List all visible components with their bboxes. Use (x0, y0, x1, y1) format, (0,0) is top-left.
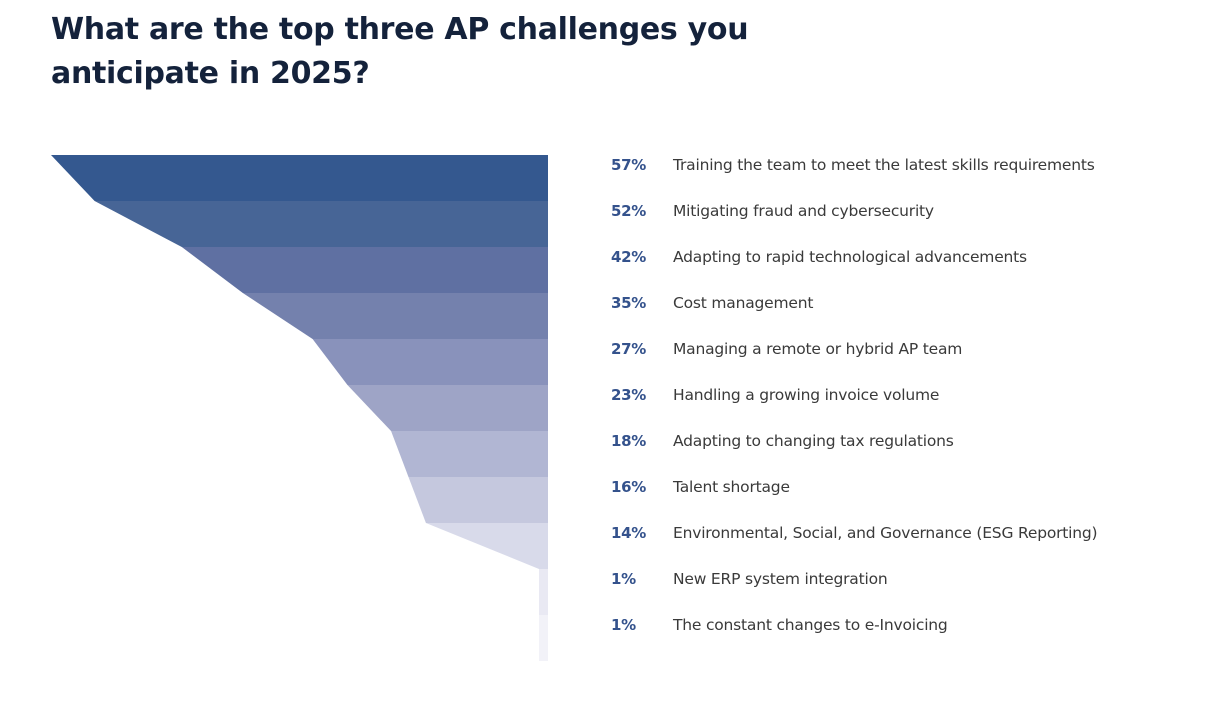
legend-item: 52% Mitigating fraud and cybersecurity (611, 199, 934, 223)
chart-title: What are the top three AP challenges you… (51, 12, 749, 91)
category-label: Cost management (673, 294, 814, 312)
value-label: 16% (611, 478, 647, 496)
legend-item: 23% Handling a growing invoice volume (611, 383, 939, 407)
funnel-band (539, 615, 548, 661)
funnel-band (408, 477, 548, 523)
funnel-band (51, 155, 548, 201)
funnel-band (347, 385, 548, 431)
category-label: The constant changes to e-Invoicing (673, 616, 948, 634)
value-label: 1% (611, 616, 636, 634)
category-label: Environmental, Social, and Governance (E… (673, 524, 1098, 542)
category-label: Handling a growing invoice volume (673, 386, 940, 404)
value-label: 57% (611, 156, 647, 174)
category-label: Managing a remote or hybrid AP team (673, 340, 963, 358)
category-label: Adapting to changing tax regulations (673, 432, 954, 450)
category-label: Mitigating fraud and cybersecurity (673, 202, 934, 220)
funnel-band (312, 339, 548, 385)
value-label: 1% (611, 570, 636, 588)
funnel-band (425, 523, 548, 569)
legend-item: 27% Managing a remote or hybrid AP team (611, 337, 962, 361)
funnel-band (242, 293, 548, 339)
legend-item: 57% Training the team to meet the latest … (611, 153, 1095, 177)
legend-item: 35% Cost management (611, 291, 813, 315)
category-label: Adapting to rapid technological advancem… (673, 248, 1027, 266)
value-label: 35% (611, 294, 647, 312)
legend-item: 16% Talent shortage (611, 475, 790, 499)
category-label: Training the team to meet the latest ski… (673, 156, 1095, 174)
value-label: 18% (611, 432, 647, 450)
value-label: 42% (611, 248, 647, 266)
legend-item: 1% The constant changes to e-Invoicing (611, 613, 948, 637)
category-label: Talent shortage (673, 478, 790, 496)
value-label: 23% (611, 386, 647, 404)
legend-item: 1% New ERP system integration (611, 567, 888, 591)
funnel-band (181, 247, 548, 293)
funnel-band (539, 569, 548, 615)
funnel-band (94, 201, 548, 247)
category-label: New ERP system integration (673, 570, 888, 588)
value-label: 27% (611, 340, 647, 358)
legend-item: 42% Adapting to rapid technological advan… (611, 245, 1027, 269)
legend-item: 14% Environmental, Social, and Governance… (611, 521, 1098, 545)
legend-item: 18% Adapting to changing tax regulations (611, 429, 954, 453)
funnel-band (391, 431, 548, 477)
value-label: 14% (611, 524, 647, 542)
value-label: 52% (611, 202, 647, 220)
